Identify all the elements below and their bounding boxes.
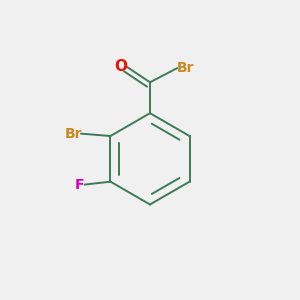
Text: Br: Br	[65, 127, 82, 141]
Text: O: O	[114, 58, 127, 74]
Text: F: F	[75, 178, 85, 192]
Text: Br: Br	[177, 61, 194, 75]
